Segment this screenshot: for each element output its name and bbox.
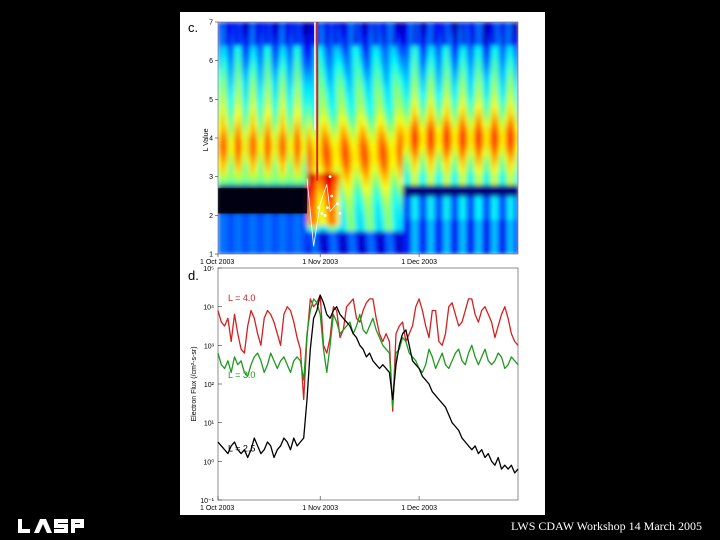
- heatmap-y-tick-label: 6: [209, 58, 213, 65]
- line-plot-frame: [217, 267, 519, 501]
- heatmap-overlay: [218, 22, 342, 247]
- plasmapause-point: [338, 212, 342, 215]
- plasmapause-point: [317, 206, 320, 210]
- heatmap-x-tick-label: 1 Dec 2003: [401, 259, 437, 266]
- legend-entry: L = 4.0: [228, 293, 255, 303]
- heatmap-y-tick-label: 3: [209, 174, 213, 181]
- heatmap-area: [218, 22, 518, 254]
- heatmap-x-tick-label: 1 Nov 2003: [302, 259, 338, 266]
- line-x-tick-label: 1 Nov 2003: [302, 505, 338, 512]
- line-x-tick-label: 1 Dec 2003: [401, 505, 437, 512]
- heatmap-y-tick-label: 2: [209, 213, 213, 220]
- line-x-ticks: 1 Oct 2003 1 Nov 2003 1 Dec 2003: [200, 496, 437, 512]
- heatmap-y-tick-label: 1: [209, 252, 213, 259]
- lasp-logo: [18, 519, 84, 533]
- heatmap-y-label: L Value: [203, 128, 210, 151]
- panel-c-label: c.: [188, 20, 198, 35]
- plasmapause-point: [335, 202, 339, 206]
- heatmap-x-tick-label: 1 Oct 2003: [200, 259, 234, 266]
- footer-text: LWS CDAW Workshop 14 March 2005: [510, 519, 702, 533]
- line-y-tick-label: 10⁻¹: [200, 498, 214, 505]
- legend-entry: L = 3.0: [228, 370, 255, 380]
- plasmapause-point: [320, 212, 324, 215]
- heatmap-y-tick-label: 4: [209, 136, 213, 143]
- heatmap-y-tick-label: 7: [209, 20, 213, 27]
- line-y-ticks: 10⁻¹ 10⁰ 10¹ 10² 10³ 10⁴ 10⁵: [200, 266, 222, 505]
- panel-d-label: d.: [188, 268, 199, 283]
- heatmap-y-tick-label: 5: [209, 97, 213, 104]
- figure-svg: c. 1 2 3 4 5 6 7 1 Oct 2003 1 Nov 2003 1 Dec 200…: [188, 20, 519, 512]
- line-y-tick-label: 10¹: [204, 421, 215, 428]
- series-line-1: [217, 298, 519, 408]
- plasmapause-point: [326, 206, 329, 210]
- line-y-label: Electron Flux (/cm²-s-sr): [191, 346, 198, 421]
- heatmap-x-ticks: 1 Oct 2003 1 Nov 2003 1 Dec 2003: [200, 254, 437, 266]
- line-series: [217, 294, 519, 474]
- series-line-2: [217, 294, 519, 474]
- plasmapause-point: [323, 213, 327, 217]
- plasmapause-point: [328, 175, 332, 179]
- line-x-tick-label: 1 Oct 2003: [200, 505, 234, 512]
- line-y-tick-label: 10⁰: [203, 458, 214, 466]
- line-y-tick-label: 10⁴: [203, 305, 214, 312]
- legend-entry: L = 2.5: [228, 444, 255, 454]
- line-y-tick-label: 10⁵: [203, 266, 214, 273]
- heatmap-y-ticks: 1 2 3 4 5 6 7: [209, 20, 218, 259]
- heatmap-cells: [218, 22, 518, 254]
- figure-panel: c. 1 2 3 4 5 6 7 1 Oct 2003 1 Nov 2003 1 Dec 200…: [180, 12, 545, 515]
- line-y-tick-label: 10³: [204, 343, 215, 350]
- line-y-tick-label: 10²: [204, 382, 215, 389]
- plasmapause-trace: [306, 178, 337, 247]
- series-line-0: [217, 294, 519, 412]
- slot-region-oct: [218, 188, 308, 214]
- plasmapause-point: [330, 194, 334, 198]
- line-legend: L = 4.0 L = 3.0 L = 2.5: [228, 293, 255, 454]
